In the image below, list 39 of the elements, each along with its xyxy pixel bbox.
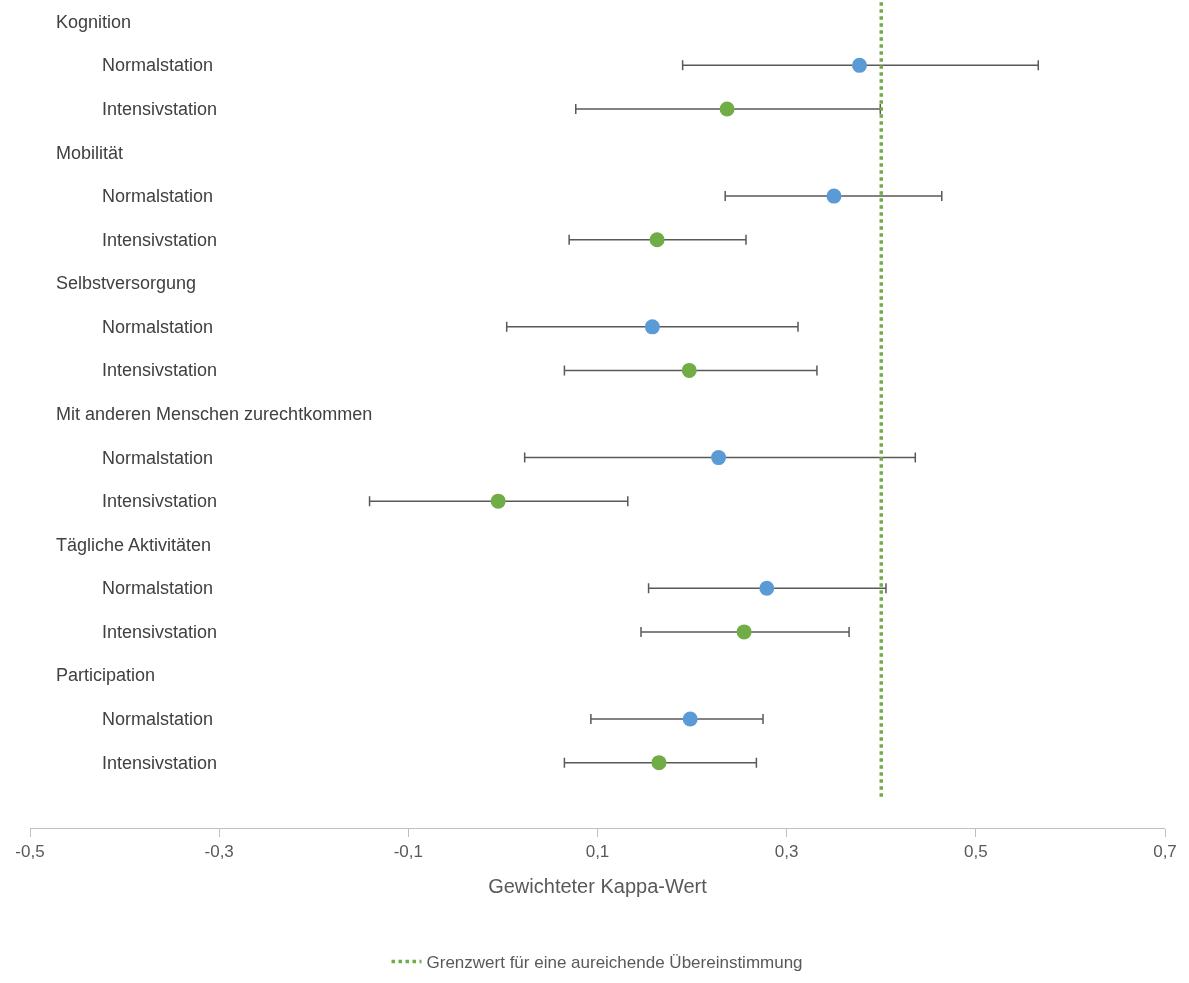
y-tick-label: Normalstation xyxy=(102,55,214,75)
point xyxy=(736,624,752,640)
point xyxy=(711,450,727,466)
x-tick-label: 0,5 xyxy=(964,842,988,862)
point xyxy=(649,232,665,248)
point xyxy=(826,188,842,204)
y-tick-label: Tägliche Aktivitäten xyxy=(56,535,212,555)
x-tick-label: 0,7 xyxy=(1153,842,1177,862)
y-tick-label: Intensivstation xyxy=(102,491,218,511)
y-tick-label: Intensivstation xyxy=(102,622,218,642)
x-tick-label: 0,1 xyxy=(585,842,610,862)
y-tick-label: Intensivstation xyxy=(102,230,218,250)
y-tick-label: Intensivstation xyxy=(102,360,218,380)
x-axis-title: Gewichteter Kappa-Wert xyxy=(488,874,708,897)
y-tick-label: Selbstversorgung xyxy=(56,273,197,293)
point xyxy=(759,580,775,596)
y-tick-label: Intensivstation xyxy=(102,99,218,119)
x-tick-label: -0,1 xyxy=(393,842,423,862)
point xyxy=(682,711,698,727)
y-tick-label: Intensivstation xyxy=(102,753,218,773)
point xyxy=(852,57,867,73)
x-tick-label: 0,3 xyxy=(774,842,799,862)
point xyxy=(681,362,697,378)
point xyxy=(651,755,667,771)
x-tick-label: -0,3 xyxy=(204,842,234,862)
y-tick-label: Normalstation xyxy=(102,448,214,468)
y-tick-label: Mobilität xyxy=(56,143,124,163)
legend-label: Grenzwert für eine aureichende Übereinstimmung xyxy=(426,953,803,973)
point xyxy=(490,493,506,509)
y-tick-label: Participation xyxy=(56,665,156,685)
x-tick-label: -0,5 xyxy=(15,842,45,862)
y-tick-label: Mit anderen Menschen zurechtkommen xyxy=(56,404,373,424)
y-tick-label: Normalstation xyxy=(102,186,214,206)
y-tick-label: Normalstation xyxy=(102,709,214,729)
point xyxy=(644,319,660,335)
y-tick-label: Normalstation xyxy=(102,317,214,337)
y-tick-label: Kognition xyxy=(56,12,132,32)
y-tick-label: Normalstation xyxy=(102,578,214,598)
point xyxy=(719,101,735,117)
